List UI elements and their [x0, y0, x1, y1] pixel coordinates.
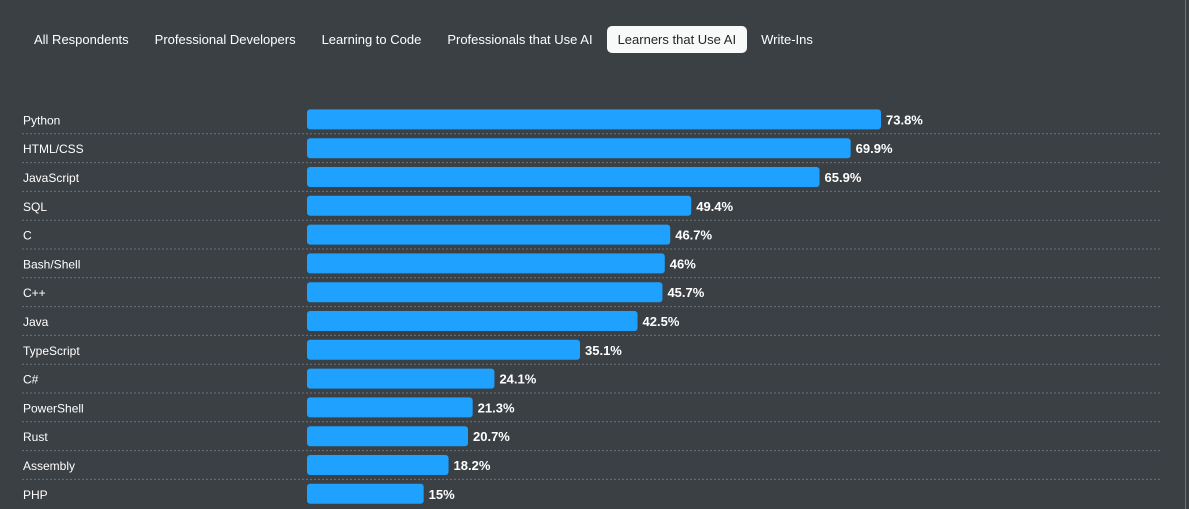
value-label: 46.7%: [675, 228, 712, 243]
category-label: PowerShell: [23, 401, 84, 415]
category-label: C#: [23, 373, 39, 387]
value-label: 20.7%: [473, 429, 510, 444]
category-label: Java: [23, 315, 49, 329]
bar[interactable]: [307, 282, 663, 303]
value-label: 69.9%: [856, 141, 893, 156]
value-label: 46%: [670, 256, 696, 271]
value-label: 21.3%: [478, 400, 515, 415]
category-label: Python: [23, 113, 60, 127]
category-label: Rust: [23, 430, 48, 444]
bar[interactable]: [307, 224, 671, 245]
value-label: 18.2%: [454, 458, 491, 473]
category-label: TypeScript: [23, 344, 80, 358]
bar[interactable]: [307, 368, 495, 389]
bar[interactable]: [307, 426, 468, 447]
bar[interactable]: [307, 195, 692, 216]
tab-learning-to-code[interactable]: Learning to Code: [321, 32, 422, 47]
bar[interactable]: [307, 311, 638, 331]
category-label: Bash/Shell: [23, 257, 80, 271]
value-label: 65.9%: [825, 170, 862, 185]
category-label: JavaScript: [23, 171, 80, 185]
bar[interactable]: [307, 455, 449, 475]
category-label: PHP: [23, 488, 48, 502]
category-label: C: [23, 229, 32, 243]
language-usage-bar-chart: Python 73.8% HTML/CSS 69.9% JavaScript 65.9% S…: [22, 109, 1162, 504]
value-label: 45.7%: [667, 285, 704, 300]
bar[interactable]: [307, 339, 580, 360]
value-label: 24.1%: [499, 372, 536, 387]
bar[interactable]: [307, 167, 820, 187]
bar[interactable]: [307, 253, 665, 274]
value-label: 73.8%: [886, 112, 923, 127]
respondent-tabs: All Respondents Professional Developers …: [22, 26, 825, 53]
tab-professionals-that-use-ai[interactable]: Professionals that Use AI: [447, 32, 593, 47]
tab-professional-developers[interactable]: Professional Developers: [154, 32, 296, 47]
tab-all-respondents[interactable]: All Respondents: [34, 32, 129, 47]
category-label: C++: [23, 286, 46, 300]
value-label: 49.4%: [696, 199, 733, 214]
tab-learners-that-use-ai[interactable]: Learners that Use AI: [606, 26, 748, 53]
bar[interactable]: [307, 138, 851, 159]
category-label: Assembly: [23, 459, 75, 473]
category-label: HTML/CSS: [23, 142, 84, 156]
bar[interactable]: [307, 109, 881, 130]
value-label: 35.1%: [585, 343, 622, 358]
value-label: 15%: [429, 487, 455, 502]
value-label: 42.5%: [643, 314, 680, 329]
bar[interactable]: [307, 397, 473, 418]
tab-write-ins[interactable]: Write-Ins: [761, 32, 813, 47]
category-label: SQL: [23, 200, 47, 214]
bar[interactable]: [307, 483, 424, 504]
